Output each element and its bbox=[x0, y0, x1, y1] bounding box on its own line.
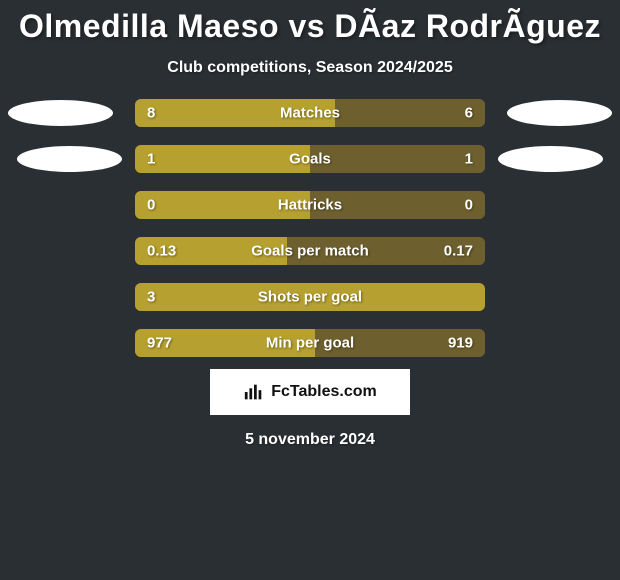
stat-row: 977 919 Min per goal bbox=[0, 329, 620, 357]
stat-value-right: 6 bbox=[465, 105, 473, 122]
page-title: Olmedilla Maeso vs DÃ­az RodrÃ­guez bbox=[19, 8, 601, 45]
stat-row: 8 6 Matches bbox=[0, 99, 620, 127]
stat-bar-right bbox=[310, 145, 485, 173]
stat-bar-left bbox=[135, 145, 310, 173]
player-oval bbox=[8, 100, 113, 126]
page-root: Olmedilla Maeso vs DÃ­az RodrÃ­guez Club… bbox=[0, 0, 620, 580]
branding-text: FcTables.com bbox=[271, 383, 377, 401]
stat-bar-track: 3 Shots per goal bbox=[135, 283, 485, 311]
page-subtitle: Club competitions, Season 2024/2025 bbox=[167, 59, 452, 77]
stat-bar-track: 0.13 0.17 Goals per match bbox=[135, 237, 485, 265]
stat-value-left: 1 bbox=[147, 151, 155, 168]
stat-value-left: 0.13 bbox=[147, 243, 176, 260]
stat-value-right: 1 bbox=[465, 151, 473, 168]
bars-icon bbox=[243, 381, 265, 403]
stat-value-left: 3 bbox=[147, 289, 155, 306]
branding-badge: FcTables.com bbox=[210, 369, 410, 415]
stat-label: Goals bbox=[289, 151, 331, 168]
player-oval bbox=[498, 146, 603, 172]
player-oval bbox=[507, 100, 612, 126]
stat-label: Shots per goal bbox=[258, 289, 362, 306]
stat-label: Matches bbox=[280, 105, 340, 122]
stat-label: Goals per match bbox=[251, 243, 369, 260]
stat-bar-track: 1 1 Goals bbox=[135, 145, 485, 173]
stat-row: 3 Shots per goal bbox=[0, 283, 620, 311]
stat-bar-track: 977 919 Min per goal bbox=[135, 329, 485, 357]
stat-label: Hattricks bbox=[278, 197, 342, 214]
stat-value-left: 8 bbox=[147, 105, 155, 122]
stat-value-left: 977 bbox=[147, 335, 172, 352]
stat-rows-container: 8 6 Matches 1 1 Goals 0 0 Hattricks 0.13 0.17 Goals… bbox=[0, 99, 620, 357]
stat-value-right: 0.17 bbox=[444, 243, 473, 260]
stat-label: Min per goal bbox=[266, 335, 354, 352]
stat-bar-track: 0 0 Hattricks bbox=[135, 191, 485, 219]
stat-value-right: 0 bbox=[465, 197, 473, 214]
player-oval bbox=[17, 146, 122, 172]
stat-row: 0 0 Hattricks bbox=[0, 191, 620, 219]
stat-bar-right bbox=[335, 99, 485, 127]
stat-value-right: 919 bbox=[448, 335, 473, 352]
stat-bar-track: 8 6 Matches bbox=[135, 99, 485, 127]
stat-row: 1 1 Goals bbox=[0, 145, 620, 173]
stat-row: 0.13 0.17 Goals per match bbox=[0, 237, 620, 265]
infographic-date: 5 november 2024 bbox=[245, 431, 375, 449]
stat-value-left: 0 bbox=[147, 197, 155, 214]
